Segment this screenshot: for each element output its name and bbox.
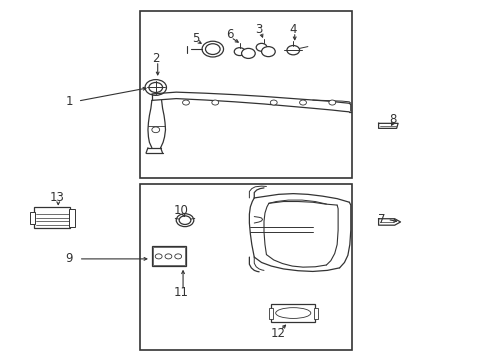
Circle shape xyxy=(256,43,266,51)
Text: 12: 12 xyxy=(270,327,285,340)
Text: 2: 2 xyxy=(152,51,159,64)
Text: 3: 3 xyxy=(255,23,262,36)
Circle shape xyxy=(164,254,171,259)
Bar xyxy=(140,12,351,178)
Bar xyxy=(268,308,272,319)
Circle shape xyxy=(211,100,218,105)
Text: 4: 4 xyxy=(289,23,296,36)
Bar xyxy=(153,247,184,265)
Circle shape xyxy=(299,100,306,105)
Text: 11: 11 xyxy=(173,287,188,300)
Circle shape xyxy=(328,100,335,105)
Text: 5: 5 xyxy=(192,32,199,45)
Bar xyxy=(69,209,75,226)
Bar xyxy=(152,246,185,266)
Bar xyxy=(34,207,70,228)
Circle shape xyxy=(286,45,299,55)
Bar xyxy=(271,305,315,321)
Text: 13: 13 xyxy=(49,192,64,204)
Circle shape xyxy=(182,100,189,105)
Text: 6: 6 xyxy=(225,28,233,41)
Text: 8: 8 xyxy=(389,113,396,126)
Circle shape xyxy=(149,82,162,93)
Ellipse shape xyxy=(275,308,310,319)
Circle shape xyxy=(152,127,159,133)
Text: 7: 7 xyxy=(378,213,385,226)
Text: 9: 9 xyxy=(65,252,73,265)
Circle shape xyxy=(155,254,162,259)
Polygon shape xyxy=(378,219,400,225)
Bar xyxy=(140,184,351,350)
Bar xyxy=(313,308,317,319)
Text: 1: 1 xyxy=(65,95,73,108)
Bar xyxy=(30,212,35,224)
Circle shape xyxy=(270,100,277,105)
Text: 10: 10 xyxy=(173,204,188,217)
Circle shape xyxy=(174,254,181,259)
Circle shape xyxy=(179,216,190,225)
Polygon shape xyxy=(378,123,397,129)
Circle shape xyxy=(261,46,275,57)
Circle shape xyxy=(234,48,244,55)
Circle shape xyxy=(205,44,220,54)
Circle shape xyxy=(241,48,255,58)
